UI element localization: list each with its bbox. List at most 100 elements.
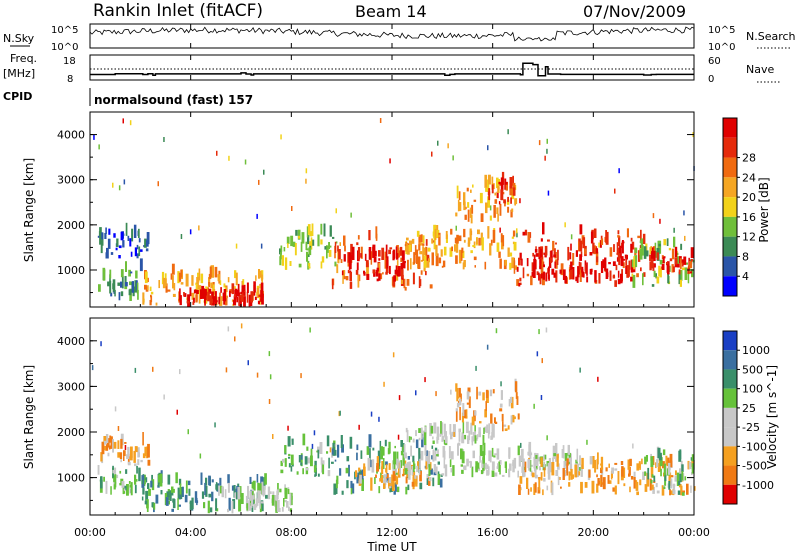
velocity-cell <box>475 461 478 473</box>
power-cell <box>458 235 462 242</box>
freq-label: Freq. <box>10 52 37 65</box>
power-cell <box>373 256 377 263</box>
velocity-cell <box>427 450 431 465</box>
power-cell <box>642 273 644 286</box>
power-cell <box>257 300 261 305</box>
velocity-cell <box>167 500 170 505</box>
velocity-cell <box>282 458 285 463</box>
power-cell <box>676 256 680 266</box>
power-cell <box>469 207 472 218</box>
velocity-cell <box>437 461 440 465</box>
velocity-cell <box>134 484 137 494</box>
power-cell <box>586 276 589 283</box>
power-cell <box>192 301 195 305</box>
velocity-cell <box>477 467 480 471</box>
power-cell <box>457 199 460 212</box>
velocity-cell <box>334 444 337 447</box>
power-cell <box>681 261 684 267</box>
power-cell <box>121 276 124 289</box>
power-cell <box>350 271 352 282</box>
power-cell <box>375 226 378 239</box>
velocity-cell <box>177 487 180 499</box>
velocity-cell <box>205 486 208 497</box>
power-cell <box>617 278 621 285</box>
power-cell <box>435 253 439 267</box>
velocity-cell <box>211 479 214 483</box>
velocity-cell <box>580 481 583 494</box>
power-cell <box>631 241 635 250</box>
power-cell <box>328 249 332 257</box>
velocity-cell <box>527 488 530 495</box>
power-cell <box>138 246 141 257</box>
power-cell <box>579 240 583 252</box>
power-colorbar-label: 12 <box>742 231 756 244</box>
velocity-cell <box>239 486 242 498</box>
velocity-cell <box>388 483 391 487</box>
power-cell <box>471 204 474 214</box>
velocity-cell <box>518 455 521 467</box>
power-cell <box>643 246 647 259</box>
velocity-cell <box>175 472 178 484</box>
power-cell <box>590 231 594 244</box>
power-cell <box>487 226 490 239</box>
velocity-cell <box>600 456 604 470</box>
velocity-cell <box>546 485 549 491</box>
velocity-cell <box>672 490 675 494</box>
velocity-cell <box>402 473 405 477</box>
velocity-cell <box>627 459 630 470</box>
power-cell <box>612 261 616 266</box>
velocity-cell <box>412 455 415 463</box>
velocity-colorbar-swatch <box>723 427 737 447</box>
power-cell <box>637 250 641 262</box>
power-cell <box>538 140 541 146</box>
velocity-cell <box>240 493 244 504</box>
velocity-cell <box>467 437 470 444</box>
power-cell <box>395 246 398 259</box>
power-colorbar-swatch <box>723 137 737 158</box>
power-cell <box>540 238 543 242</box>
power-cell <box>388 249 391 255</box>
power-cell <box>368 230 371 241</box>
velocity-cell <box>474 435 477 444</box>
power-cell <box>633 256 635 270</box>
velocity-cell <box>485 401 487 411</box>
velocity-cell <box>479 455 481 463</box>
power-colorbar-label: 28 <box>742 152 756 165</box>
power-cell <box>481 237 484 251</box>
velocity-cell <box>208 493 212 498</box>
velocity-cell <box>467 387 471 393</box>
velocity-cell <box>441 473 445 476</box>
power-cell <box>327 245 329 253</box>
power-colorbar-swatch <box>723 276 737 296</box>
velocity-cell <box>136 465 138 474</box>
velocity-cell <box>379 478 381 482</box>
velocity-cell <box>103 436 107 443</box>
velocity-cell <box>265 494 268 499</box>
velocity-cell <box>349 436 353 449</box>
velocity-cell <box>405 486 408 495</box>
power-cell <box>198 285 202 295</box>
velocity-cell <box>201 491 205 499</box>
velocity-cell <box>426 474 429 485</box>
velocity-cell <box>144 500 148 505</box>
power-cell <box>384 251 387 265</box>
power-cell <box>219 280 222 285</box>
velocity-cell <box>499 408 503 412</box>
velocity-cell <box>663 463 666 476</box>
power-cell <box>395 265 398 275</box>
velocity-cell <box>378 486 381 494</box>
power-cell <box>461 250 465 259</box>
power-cell <box>108 228 111 235</box>
power-cell <box>332 236 335 239</box>
velocity-cell <box>455 408 458 412</box>
power-cell <box>570 234 573 240</box>
power-cell <box>414 245 417 255</box>
power-cell <box>639 248 643 260</box>
power-cell <box>234 294 236 298</box>
power-cell <box>547 267 550 280</box>
velocity-colorbar-label: 25 <box>742 402 756 415</box>
velocity-cell <box>596 474 598 478</box>
velocity-cell <box>652 456 655 465</box>
